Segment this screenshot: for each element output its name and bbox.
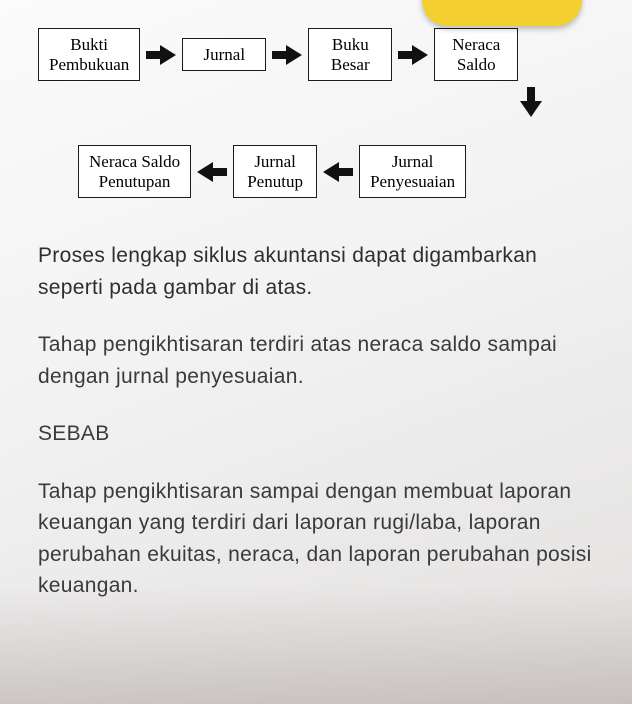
- arrow-right-icon: [272, 43, 302, 67]
- arrow-right-icon: [398, 43, 428, 67]
- node-jurnal: Jurnal: [182, 38, 266, 72]
- node-jurnal-penyesuaian: Jurnal Penyesuaian: [359, 145, 466, 198]
- node-jurnal-penutup: Jurnal Penutup: [233, 145, 317, 198]
- node-neraca-saldo: Neraca Saldo: [434, 28, 518, 81]
- node-line: Neraca: [452, 35, 500, 55]
- flow-row-1: Bukti Pembukuan Jurnal Buku Besar Neraca: [38, 28, 598, 81]
- body-text: Proses lengkap siklus akuntansi dapat di…: [38, 240, 598, 602]
- arrow-right-icon: [146, 43, 176, 67]
- node-line: Jurnal: [392, 152, 434, 172]
- node-bukti-pembukuan: Bukti Pembukuan: [38, 28, 140, 81]
- arrow-down-icon: [518, 87, 544, 117]
- node-line: Jurnal: [204, 45, 246, 65]
- node-line: Penutup: [247, 172, 303, 192]
- paragraph: Tahap pengikhtisaran terdiri atas neraca…: [38, 329, 598, 392]
- node-buku-besar: Buku Besar: [308, 28, 392, 81]
- node-neraca-saldo-penutupan: Neraca Saldo Penutupan: [78, 145, 191, 198]
- flow-down-connector: [38, 87, 598, 117]
- node-line: Saldo: [457, 55, 496, 75]
- paragraph: Tahap pengikhtisaran sampai dengan membu…: [38, 476, 598, 602]
- arrow-left-icon: [323, 160, 353, 184]
- node-line: Bukti: [70, 35, 108, 55]
- node-line: Besar: [331, 55, 370, 75]
- node-line: Pembukuan: [49, 55, 129, 75]
- arrow-left-icon: [197, 160, 227, 184]
- sebab-label: SEBAB: [38, 418, 598, 450]
- node-line: Neraca Saldo: [89, 152, 180, 172]
- flowchart: Bukti Pembukuan Jurnal Buku Besar Neraca: [38, 28, 598, 198]
- node-line: Buku: [332, 35, 369, 55]
- page: Bukti Pembukuan Jurnal Buku Besar Neraca: [0, 0, 632, 648]
- highlight-tag: [422, 0, 582, 26]
- node-line: Jurnal: [254, 152, 296, 172]
- node-line: Penutupan: [99, 172, 171, 192]
- paragraph: Proses lengkap siklus akuntansi dapat di…: [38, 240, 598, 303]
- node-line: Penyesuaian: [370, 172, 455, 192]
- flow-row-2: Neraca Saldo Penutupan Jurnal Penutup Ju…: [38, 145, 598, 198]
